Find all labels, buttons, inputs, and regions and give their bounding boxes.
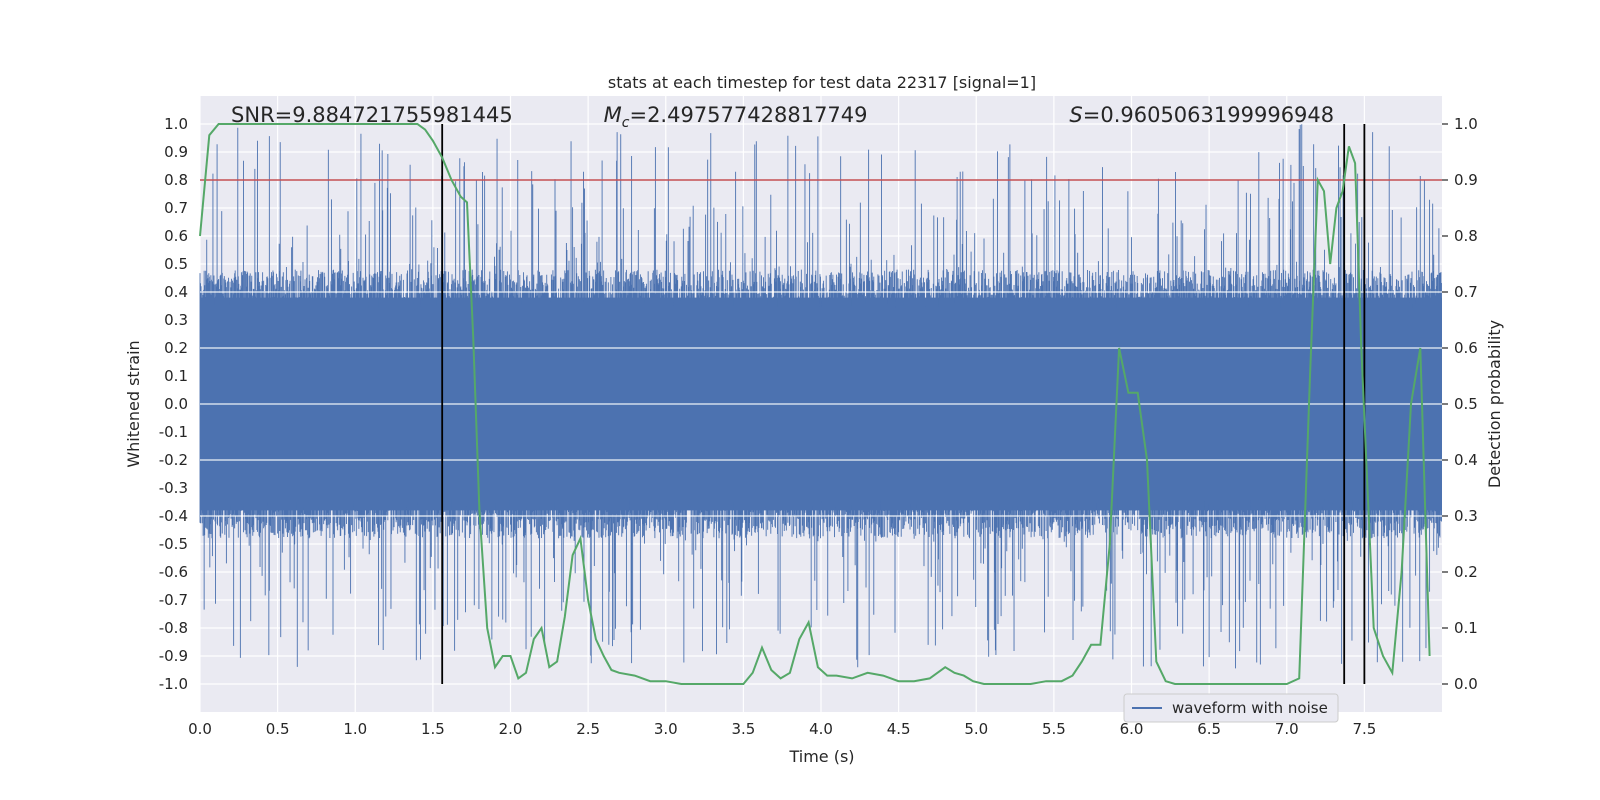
- x-axis-ticks: 0.0 0.5 1.0 1.5 2.0 2.5 3.0 3.5 4.0 4.5 5.0 5.5 6.0 6…: [188, 720, 1376, 738]
- detection-probability-series: [199, 123, 1431, 685]
- y-tick-label: -0.3: [159, 479, 188, 497]
- chart-title: stats at each timestep for test data 223…: [608, 73, 1036, 92]
- annotation-0: SNR=9.884721755981445: [231, 103, 513, 127]
- x-axis-label: Time (s): [788, 747, 854, 766]
- y-right-tick-label: 0.2: [1454, 563, 1478, 581]
- y-tick-label: 0.8: [164, 171, 188, 189]
- x-tick-label: 2.0: [499, 720, 523, 738]
- waveform-series: [199, 124, 1442, 669]
- y-tick-label: -0.4: [159, 507, 188, 525]
- y-tick-label: -0.7: [159, 591, 188, 609]
- x-tick-label: 1.0: [343, 720, 367, 738]
- y-right-tick-label: 0.9: [1454, 171, 1478, 189]
- y-tick-label: 0.0: [164, 395, 188, 413]
- y-tick-label: 0.6: [164, 227, 188, 245]
- y-right-tick-label: 0.0: [1454, 675, 1478, 693]
- y-tick-label: 0.7: [164, 199, 188, 217]
- y-right-tick-label: 1.0: [1454, 115, 1478, 133]
- y-tick-label: 0.4: [164, 283, 188, 301]
- x-tick-label: 6.0: [1120, 720, 1144, 738]
- y-right-tick-label: 0.1: [1454, 619, 1478, 637]
- x-tick-label: 5.5: [1042, 720, 1066, 738]
- y-tick-label: 0.3: [164, 311, 188, 329]
- x-tick-label: 3.5: [731, 720, 755, 738]
- y-tick-label: 0.2: [164, 339, 188, 357]
- y-tick-label: -0.8: [159, 619, 188, 637]
- y-tick-label: -1.0: [159, 675, 188, 693]
- x-tick-label: 7.5: [1352, 720, 1376, 738]
- x-tick-label: 4.0: [809, 720, 833, 738]
- legend: waveform with noise: [1123, 693, 1339, 723]
- x-tick-label: 0.0: [188, 720, 212, 738]
- y-axis-ticks-right: 0.0 0.1 0.2 0.3 0.4 0.5 0.6 0.7 0.8 0.9 1.0: [1442, 115, 1478, 693]
- annotation-1: Mc=2.497577428817749: [604, 103, 868, 131]
- x-tick-label: 6.5: [1197, 720, 1221, 738]
- x-tick-label: 1.5: [421, 720, 445, 738]
- y-tick-label: 0.1: [164, 367, 188, 385]
- x-tick-label: 2.5: [576, 720, 600, 738]
- y-axis-ticks-left: -1.0 -0.9 -0.8 -0.7 -0.6 -0.5 -0.4 -0.3 -0.2 -0.1…: [159, 115, 188, 693]
- y-right-tick-label: 0.7: [1454, 283, 1478, 301]
- y-tick-label: 1.0: [164, 115, 188, 133]
- y-axis-label-left: Whitened strain: [124, 340, 143, 467]
- legend-entry-waveform: waveform with noise: [1172, 699, 1328, 717]
- y-right-tick-label: 0.3: [1454, 507, 1478, 525]
- y-tick-label: 0.9: [164, 143, 188, 161]
- x-tick-label: 0.5: [266, 720, 290, 738]
- x-tick-label: 3.0: [654, 720, 678, 738]
- annotations: SNR=9.884721755981445 Mc=2.49757742881774…: [231, 103, 1334, 131]
- y-tick-label: -0.6: [159, 563, 188, 581]
- y-right-tick-label: 0.8: [1454, 227, 1478, 245]
- annotation-2: S=0.9605063199996948: [1069, 103, 1334, 127]
- y-tick-label: -0.5: [159, 535, 188, 553]
- x-tick-label: 5.0: [964, 720, 988, 738]
- y-right-tick-label: 0.4: [1454, 451, 1478, 469]
- x-tick-label: 4.5: [887, 720, 911, 738]
- y-tick-label: -0.2: [159, 451, 188, 469]
- y-tick-label: 0.5: [164, 255, 188, 273]
- y-tick-label: -0.1: [159, 423, 188, 441]
- legend-box: [1123, 693, 1339, 723]
- y-tick-label: -0.9: [159, 647, 188, 665]
- x-tick-label: 7.0: [1275, 720, 1299, 738]
- y-right-tick-label: 0.6: [1454, 339, 1478, 357]
- y-axis-label-right: Detection probability: [1485, 320, 1504, 488]
- y-right-tick-label: 0.5: [1454, 395, 1478, 413]
